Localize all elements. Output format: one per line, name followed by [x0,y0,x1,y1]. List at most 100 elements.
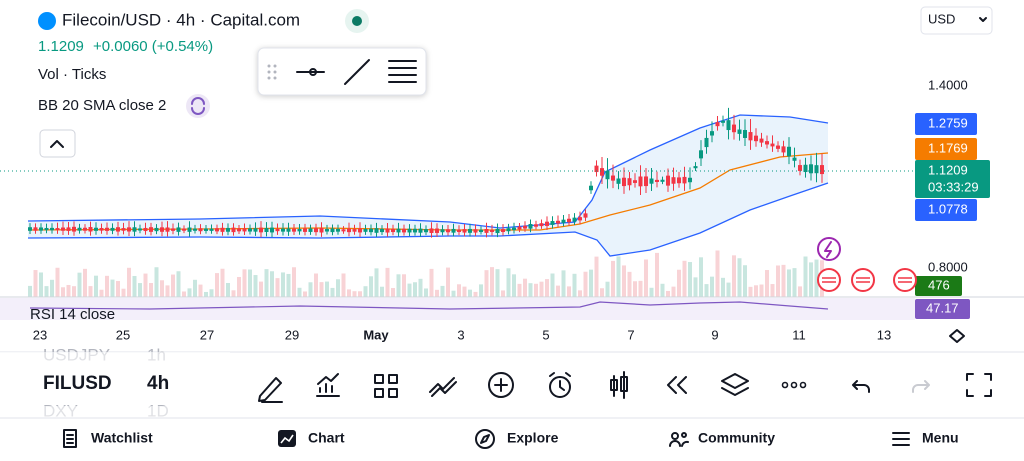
replay-tool[interactable] [667,376,687,394]
volume-bar [792,268,797,297]
candle-body [688,177,692,183]
volume-bar [649,287,654,297]
symbol-title[interactable]: Filecoin/USD · 4h · Capital.com [62,10,300,29]
time-axis: 23 25 27 29 May 3 5 7 9 11 13 [33,327,891,342]
volume-bar [418,278,423,297]
candle-body [677,177,681,184]
nav-item[interactable]: Chart [308,430,345,446]
add-tool[interactable] [488,372,514,398]
templates-tool[interactable] [374,374,398,398]
volume-bar [567,286,571,297]
candle-body [347,228,351,233]
candle-body [545,221,549,226]
community-icon[interactable] [669,432,689,447]
candle-body [336,228,340,232]
candle-body [682,176,687,184]
candle-body [198,228,203,232]
candle-body [231,227,236,233]
rsi-legend[interactable]: RSI 14 close [30,306,115,323]
collapse-button[interactable] [39,129,76,158]
volume-bar [677,269,681,297]
volume-bar [726,282,731,297]
watchlist-interval[interactable]: 4h [147,373,169,394]
volume-bar [341,273,346,297]
drag-handle[interactable] [267,64,277,80]
volume-legend[interactable]: Vol · Ticks [38,66,106,83]
candle-body [495,228,500,234]
undo[interactable] [852,380,870,393]
trend-line-tool[interactable] [344,59,370,85]
bb-icon[interactable] [186,94,210,118]
price-label: 1.4000 [928,77,968,92]
currency-select[interactable] [920,6,993,35]
redo[interactable] [912,380,930,393]
nav-item[interactable]: Watchlist [91,430,153,446]
volume-bar [374,268,379,297]
fullscreen[interactable] [966,373,992,397]
currency-chevron [979,17,987,22]
indicators-tool[interactable] [316,373,340,397]
candle-body [55,228,60,231]
nav-item[interactable]: Community [698,430,775,446]
candle-body [759,138,764,143]
volume-bar [61,287,65,297]
volume-bar [578,290,582,297]
draw-tool[interactable] [258,377,283,403]
volume-bar [358,291,362,297]
volume-bar [336,279,340,297]
horizontal-line-tool[interactable] [296,68,325,76]
candle-body [468,228,472,233]
volume-bar [611,260,615,297]
more-tool[interactable] [781,381,807,389]
currency[interactable]: USD [928,11,955,26]
volume-bar [187,288,192,297]
candle-body [726,120,731,131]
economic-events[interactable] [817,268,917,292]
event-bolt [824,241,832,258]
compare-tool[interactable] [429,377,457,397]
candle-body [710,131,714,136]
volume-bar [644,259,648,297]
rsi-value: 47.17 [926,300,959,315]
rsi-line [29,301,829,310]
watchlist-icon[interactable] [63,429,77,448]
event-icon[interactable] [817,237,841,261]
candle-body [308,228,313,232]
bb-legend[interactable]: BB 20 SMA close 2 [38,97,166,114]
volume-bar [561,270,566,297]
candle-body [391,229,395,233]
compass [480,434,490,444]
volume-bar [490,267,494,297]
volume-bar [77,272,82,297]
candle-body [341,229,346,232]
candle-body [743,130,747,138]
fib-tool[interactable] [388,60,417,83]
watchlist-symbol[interactable]: FILUSD [43,373,112,394]
candle-body [292,228,296,232]
volume-bar [413,282,417,297]
volume-bar [259,281,263,297]
volume-bar [297,287,302,297]
rsi-tag [915,299,970,319]
volume-bar [292,267,296,297]
nav-item[interactable]: Explore [507,430,559,446]
volume-bar [105,275,109,297]
volume-bar [457,284,461,297]
layers-tool[interactable] [721,373,749,396]
candle-body [556,220,560,224]
volume-bar [660,283,665,297]
menu-icon[interactable] [892,432,910,446]
nav-item[interactable]: Menu [922,430,959,446]
settings-icon[interactable] [949,329,965,343]
candle-body [567,218,571,223]
volume-bar [385,267,390,297]
upper-band-tag [915,113,977,135]
chart-type-tool[interactable] [610,371,628,399]
explore-icon[interactable] [475,429,495,449]
alert-tool[interactable] [549,376,571,398]
volume-bar [226,283,230,297]
volume-bar [363,286,368,297]
tools-bar [258,371,992,403]
volume-bar [462,286,467,297]
